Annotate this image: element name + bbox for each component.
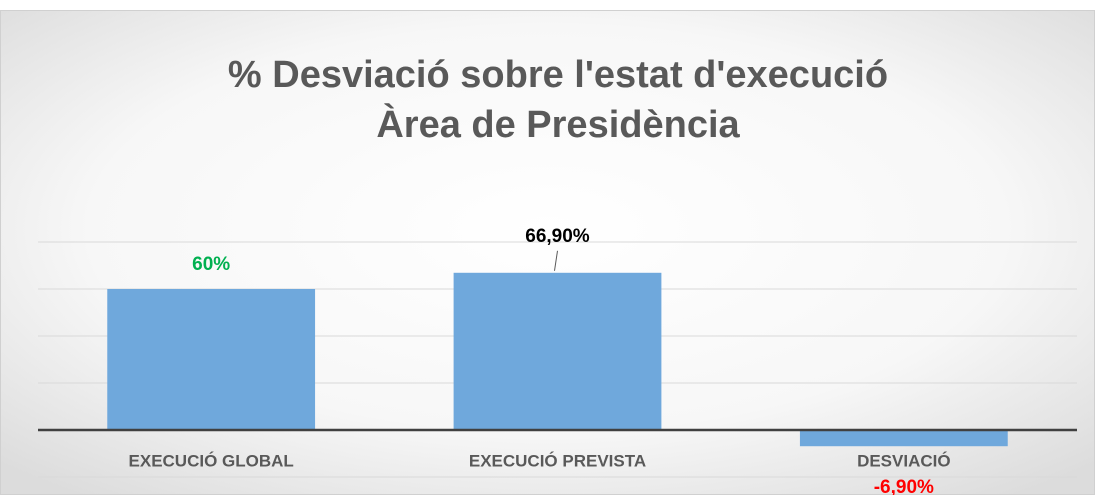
bar bbox=[799, 430, 1008, 447]
chart-title: % Desviació sobre l'estat d'execució bbox=[228, 54, 888, 96]
value-label: 66,90% bbox=[525, 226, 590, 247]
chart-subtitle: Àrea de Presidència bbox=[376, 102, 740, 146]
bar bbox=[107, 289, 316, 430]
leader-line bbox=[554, 250, 558, 271]
x-tick-label: DESVIACIÓ bbox=[857, 451, 951, 470]
value-label: -6,90% bbox=[874, 477, 934, 495]
value-label: 60% bbox=[192, 254, 230, 275]
x-tick-label: EXECUCIÓ GLOBAL bbox=[129, 451, 294, 470]
bar bbox=[453, 272, 662, 430]
x-tick-label: EXECUCIÓ PREVISTA bbox=[469, 451, 646, 470]
